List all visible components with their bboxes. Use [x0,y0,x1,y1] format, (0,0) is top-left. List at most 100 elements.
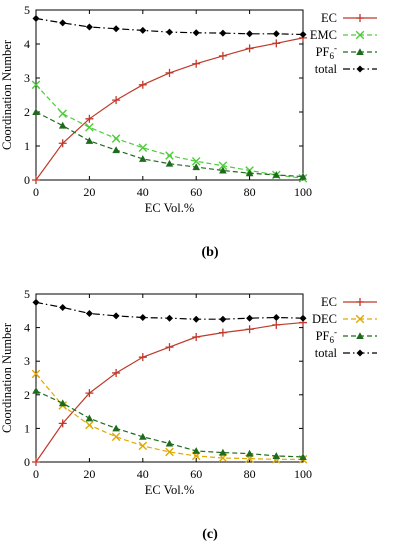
data-point [272,171,281,178]
legend-entry: EC [321,11,377,25]
data-point [139,314,147,322]
data-point [165,343,174,352]
y-tick-label: 3 [24,354,30,368]
x-tick-label: 80 [244,467,256,481]
data-point [219,29,227,37]
x-tick-label: 40 [137,185,149,199]
series-total [32,15,307,38]
data-point [32,176,40,184]
legend-entry: PF6- [316,43,377,61]
data-point [192,447,200,454]
data-point [165,68,174,77]
legend-marker [355,314,365,324]
y-tick-label: 5 [24,3,30,17]
data-point [32,298,40,306]
chart-panel-2: 0 1 2 3 4 5 0 20 40 60 80 100 EC Vol.% Coordination N… [0,287,377,542]
series-emc [31,80,308,183]
data-point [191,157,201,166]
data-point [192,29,200,37]
panel-label: (c) [202,527,218,542]
y-axis-title: Coordination Number [0,322,14,433]
data-point [31,80,41,90]
series-line [35,390,304,458]
data-point [32,108,40,115]
panel-label: (b) [201,245,218,260]
series-line [35,111,304,178]
y-tick-label: 0 [24,173,30,187]
data-point [112,368,121,377]
data-point [111,134,121,143]
data-point [272,320,281,329]
legend-entry: EC [321,295,377,309]
data-point [192,163,200,171]
y-tick-label: 2 [24,105,30,119]
x-tick-label: 0 [33,467,39,481]
data-point [218,51,227,60]
data-point [219,315,227,323]
data-point [59,303,67,311]
data-point [112,424,120,432]
data-point [85,389,94,398]
y-tick-label: 0 [24,455,30,469]
data-point [246,314,254,322]
data-point [299,453,307,460]
data-point [272,30,280,38]
data-point [165,447,174,457]
x-tick-label: 60 [190,185,202,199]
data-point [32,386,40,394]
data-point [165,159,174,167]
series-pf [32,108,307,180]
x-tick-label: 100 [294,185,312,199]
y-tick-label: 4 [24,321,30,335]
data-point [192,333,201,342]
legend-marker [356,349,364,357]
data-point [246,30,254,38]
data-point [245,325,254,334]
data-point [112,96,121,105]
data-point [112,312,120,320]
legend-entry: PF6- [316,327,377,345]
y-tick-label: 1 [24,421,30,435]
data-point [112,146,120,154]
legend-marker [356,48,364,55]
data-point [85,123,94,132]
data-point [85,23,93,31]
data-point [58,109,67,118]
y-axis-title: Coordination Number [0,39,14,150]
data-point [218,161,228,171]
x-tick-label: 80 [244,185,256,199]
legend-label: total [315,346,338,360]
y-tick-label: 3 [24,71,30,85]
data-point [111,432,121,442]
legend-label: total [315,62,338,76]
data-point [166,28,173,36]
legend-entry: total [315,62,377,76]
legend-marker [356,332,364,339]
x-tick-label: 40 [137,467,149,481]
data-point [166,314,173,322]
data-point [272,39,281,48]
series-line [35,373,303,460]
plot-frame [35,293,304,463]
legend-marker [356,298,364,306]
y-tick-label: 1 [24,139,30,153]
data-point [58,121,67,129]
legend-entry: DEC [312,312,377,326]
data-point [32,458,40,466]
data-point [245,449,254,457]
legend-label: EMC [310,28,337,42]
data-point [138,441,148,451]
y-tick-label: 2 [24,388,30,402]
legend-entry: EMC [310,28,377,42]
legend-entry: total [315,346,377,360]
x-axis-title: EC Vol.% [145,483,195,497]
legend-label: PF6- [316,327,337,345]
x-tick-label: 20 [83,467,95,481]
data-point [85,137,94,144]
data-point [219,166,227,174]
data-point [32,15,40,22]
data-point [85,420,94,430]
x-tick-label: 20 [83,185,95,199]
data-point [58,419,67,428]
